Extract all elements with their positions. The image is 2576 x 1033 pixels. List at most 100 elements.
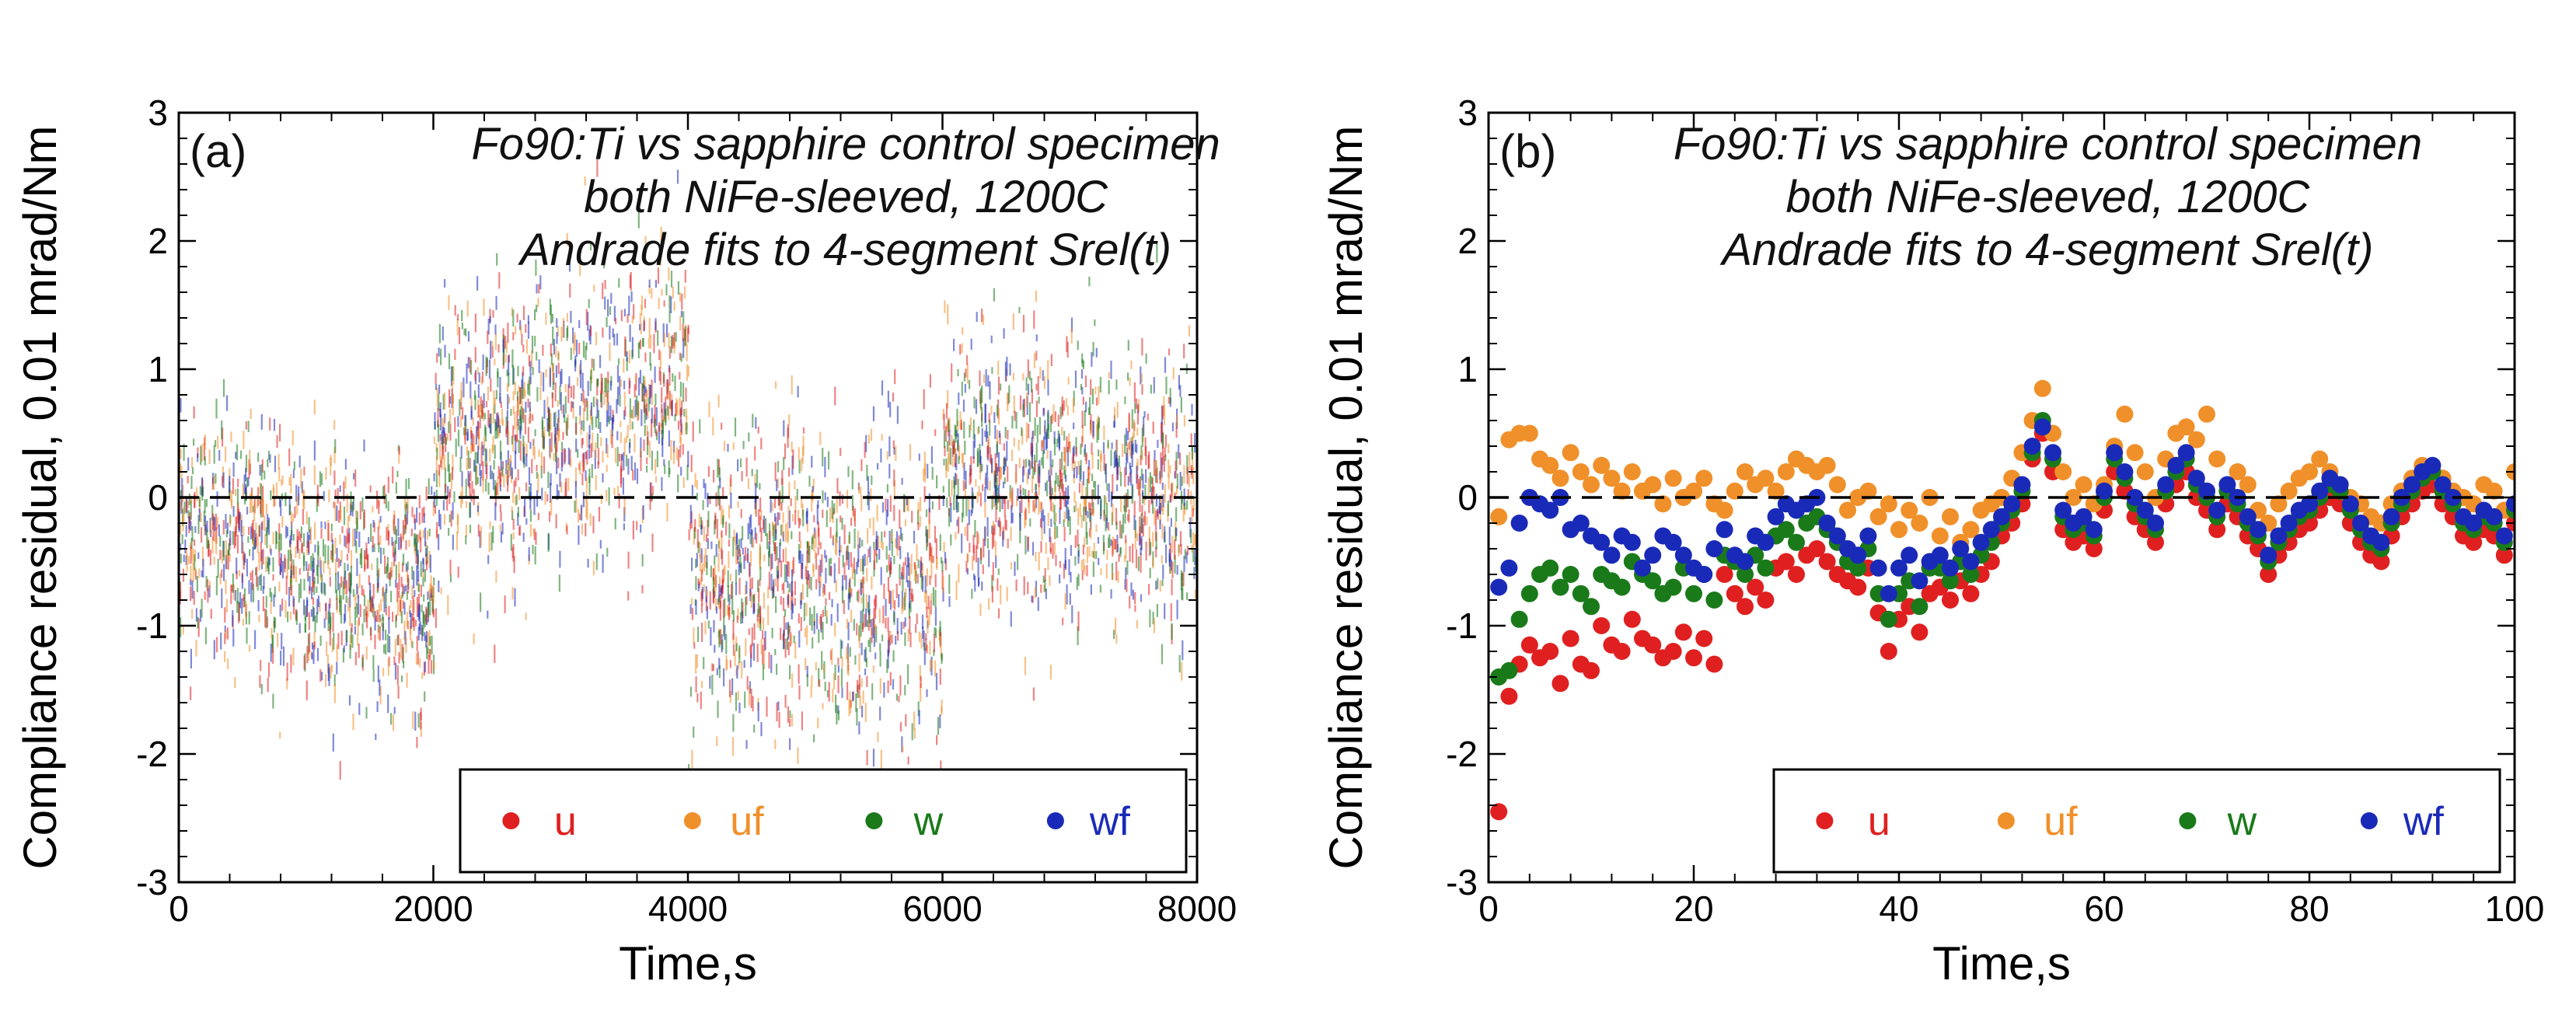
data-point-u bbox=[1019, 484, 1021, 494]
data-point-w bbox=[320, 473, 323, 486]
data-point-uf bbox=[560, 481, 563, 493]
data-point-wf bbox=[700, 525, 703, 536]
data-point-wf bbox=[741, 611, 744, 623]
data-point-uf bbox=[640, 448, 642, 457]
data-point-u bbox=[759, 497, 762, 512]
data-point-uf bbox=[846, 654, 849, 674]
data-point-u bbox=[774, 462, 777, 481]
data-point-wf bbox=[630, 291, 633, 302]
data-point-wf bbox=[879, 707, 881, 721]
data-point-w bbox=[404, 504, 407, 516]
data-point-wf bbox=[922, 626, 924, 639]
data-point-uf bbox=[609, 342, 611, 361]
data-point-w bbox=[837, 710, 840, 721]
data-point-w bbox=[1074, 556, 1077, 566]
data-point-u bbox=[1087, 466, 1090, 483]
data-point-uf bbox=[477, 431, 480, 450]
data-point-uf bbox=[436, 387, 438, 407]
data-point-u bbox=[670, 400, 673, 416]
data-point-u bbox=[678, 449, 680, 467]
data-point-uf bbox=[575, 498, 578, 513]
data-point-uf bbox=[1071, 457, 1073, 472]
data-point-wf bbox=[651, 407, 653, 424]
data-point-w bbox=[738, 645, 741, 664]
data-point-uf bbox=[585, 498, 588, 518]
data-point-uf bbox=[1603, 469, 1621, 487]
data-point-u bbox=[291, 585, 293, 596]
data-point-uf bbox=[928, 519, 930, 539]
data-point-uf bbox=[704, 621, 707, 635]
data-point-uf bbox=[408, 605, 410, 615]
data-point-uf bbox=[442, 417, 444, 430]
data-point-uf bbox=[581, 523, 584, 535]
data-point-uf bbox=[585, 490, 588, 501]
data-point-wf bbox=[1901, 546, 1918, 564]
data-point-w bbox=[971, 588, 973, 599]
data-point-w bbox=[885, 546, 888, 560]
data-point-wf bbox=[235, 452, 237, 459]
data-point-uf bbox=[392, 714, 395, 731]
data-point-wf bbox=[1170, 518, 1172, 527]
data-point-u bbox=[969, 543, 971, 553]
data-point-uf bbox=[1572, 463, 1590, 480]
data-point-w bbox=[1061, 452, 1063, 470]
data-point-u bbox=[1180, 544, 1182, 555]
data-point-w bbox=[494, 419, 497, 439]
data-point-wf bbox=[560, 368, 563, 384]
data-point-uf bbox=[265, 503, 267, 515]
data-point-uf bbox=[1091, 550, 1094, 557]
data-point-u bbox=[400, 577, 403, 588]
data-point-u bbox=[1089, 528, 1091, 537]
data-point-wf bbox=[870, 619, 872, 628]
data-point-wf bbox=[782, 531, 784, 542]
data-point-u bbox=[480, 396, 482, 413]
data-point-w bbox=[260, 464, 263, 480]
data-point-w bbox=[422, 577, 424, 587]
data-point-w bbox=[935, 628, 937, 638]
data-point-wf bbox=[1124, 578, 1126, 590]
data-point-wf bbox=[348, 695, 351, 706]
data-point-w bbox=[403, 661, 405, 668]
data-point-uf bbox=[508, 458, 511, 478]
data-point-uf bbox=[503, 474, 505, 488]
data-point-u bbox=[894, 600, 896, 610]
data-point-uf bbox=[880, 749, 882, 770]
data-point-wf bbox=[244, 553, 246, 563]
data-point-uf bbox=[635, 376, 637, 383]
data-point-w bbox=[518, 419, 520, 431]
data-point-u bbox=[1161, 423, 1163, 435]
x-tick-label: 0 bbox=[1478, 888, 1499, 929]
data-point-uf bbox=[1137, 399, 1140, 411]
data-point-u bbox=[1127, 514, 1129, 522]
data-point-uf bbox=[1119, 466, 1122, 476]
data-point-w bbox=[1181, 588, 1183, 600]
data-point-uf bbox=[245, 601, 247, 619]
data-point-w bbox=[333, 674, 336, 686]
data-point-wf bbox=[707, 493, 709, 508]
data-point-uf bbox=[1152, 532, 1154, 547]
data-point-u bbox=[981, 309, 983, 323]
data-point-uf bbox=[662, 415, 665, 422]
data-point-wf bbox=[909, 588, 911, 609]
data-point-uf bbox=[331, 665, 333, 672]
data-point-wf bbox=[391, 536, 393, 546]
data-point-wf bbox=[289, 535, 291, 545]
data-point-uf bbox=[668, 333, 670, 348]
data-point-uf bbox=[466, 446, 468, 455]
data-point-wf bbox=[489, 316, 491, 324]
data-point-uf bbox=[489, 414, 491, 424]
data-point-w bbox=[759, 483, 761, 490]
data-point-u bbox=[944, 445, 946, 457]
data-point-w bbox=[532, 545, 534, 555]
data-point-w bbox=[826, 616, 828, 624]
data-point-wf bbox=[430, 588, 432, 599]
data-point-wf bbox=[1880, 585, 1897, 602]
data-point-wf bbox=[197, 552, 200, 560]
data-point-wf bbox=[425, 635, 428, 647]
data-point-u bbox=[370, 627, 372, 640]
data-point-w bbox=[1021, 427, 1023, 436]
data-point-u bbox=[1004, 515, 1007, 530]
data-point-u bbox=[436, 353, 438, 363]
data-point-w bbox=[771, 587, 773, 599]
data-point-wf bbox=[663, 402, 665, 421]
